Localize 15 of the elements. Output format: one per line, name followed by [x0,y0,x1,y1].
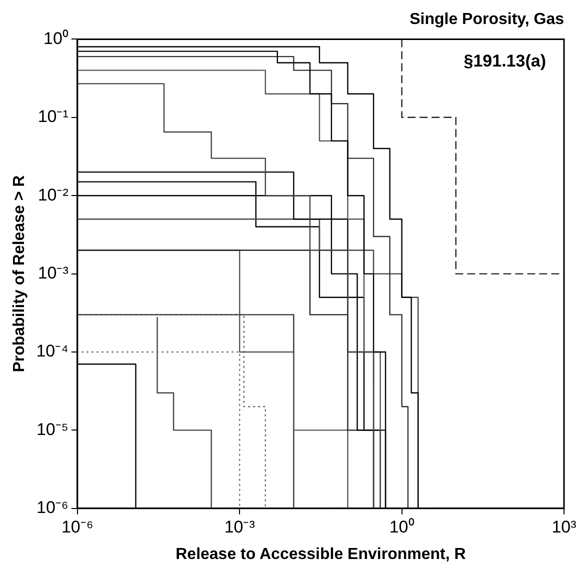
x-tick-label: 10³ [552,517,577,536]
y-tick-label: 10⁻⁴ [36,342,68,361]
x-tick-label: 10⁰ [389,517,414,536]
y-tick-label: 10⁻¹ [38,107,69,126]
x-tick-label: 10⁻³ [224,517,256,536]
y-tick-label: 10⁻⁶ [36,498,68,518]
annotation: §191.13(a) [464,51,546,70]
y-tick-label: 10⁻³ [38,263,69,282]
y-tick-label: 10⁰ [43,28,68,48]
chart-title: Single Porosity, Gas [410,11,564,28]
x-axis-title: Release to Accessible Environment, R [176,546,466,563]
y-tick-label: 10⁻² [38,185,69,204]
x-tick-label: 10⁻⁶ [61,517,94,536]
y-tick-label: 10⁻⁵ [36,420,68,439]
y-axis-title: Probability of Release > R [11,174,28,372]
